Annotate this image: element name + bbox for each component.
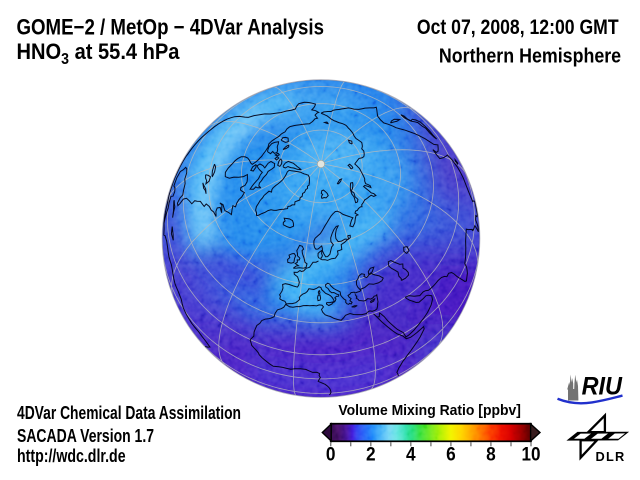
svg-text:0: 0 bbox=[326, 444, 336, 466]
svg-text:4: 4 bbox=[406, 444, 416, 466]
svg-text:GOME−2 / MetOp − 4DVar Analysi: GOME−2 / MetOp − 4DVar Analysis bbox=[17, 15, 325, 40]
svg-text:8: 8 bbox=[486, 444, 496, 466]
svg-text:6: 6 bbox=[446, 444, 456, 466]
svg-text:SACADA Version 1.7: SACADA Version 1.7 bbox=[17, 425, 154, 446]
svg-text:DLR: DLR bbox=[596, 449, 626, 464]
svg-text:RIU: RIU bbox=[582, 372, 623, 400]
svg-text:HNO3 at 55.4 hPa: HNO3 at 55.4 hPa bbox=[17, 39, 181, 68]
svg-text:Northern Hemisphere: Northern Hemisphere bbox=[439, 45, 621, 68]
svg-text:4DVar Chemical Data Assimilati: 4DVar Chemical Data Assimilation bbox=[17, 402, 241, 423]
svg-text:Oct 07, 2008, 12:00 GMT: Oct 07, 2008, 12:00 GMT bbox=[417, 16, 619, 39]
svg-text:2: 2 bbox=[366, 444, 376, 466]
svg-text:10: 10 bbox=[522, 444, 541, 466]
svg-text:http://wdc.dlr.de: http://wdc.dlr.de bbox=[17, 445, 126, 466]
svg-text:Volume Mixing Ratio [ppbv]: Volume Mixing Ratio [ppbv] bbox=[338, 403, 521, 419]
